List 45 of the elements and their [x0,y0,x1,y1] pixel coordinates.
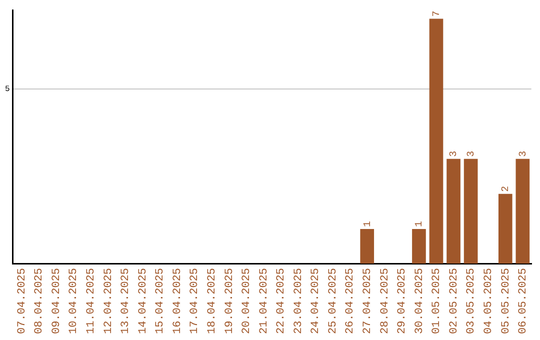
x-tick-label: 10.04.2025 [68,268,80,334]
x-tick-label: 12.04.2025 [102,268,115,334]
bar [360,228,374,264]
x-tick-label: 02.05.2025 [448,268,460,334]
x-tick-label: 23.04.2025 [292,268,305,334]
x-tick-label: 01.05.2025 [431,268,444,334]
x-tick-label: 29.04.2025 [396,268,409,334]
x-tick-label: 17.04.2025 [189,268,202,334]
bar [498,194,512,264]
x-tick-label: 19.04.2025 [224,268,236,334]
x-tick-label: 03.05.2025 [466,268,478,334]
bar [412,228,426,264]
data-label: 7 [432,10,443,17]
data-label: 1 [362,220,374,227]
x-tick-label: 30.04.2025 [414,268,426,334]
x-tick-label: 13.04.2025 [120,268,132,334]
bar [464,158,478,264]
x-tick-label: 06.05.2025 [518,268,530,334]
x-tick-label: 26.04.2025 [344,268,357,334]
data-label: 3 [466,150,478,157]
bar [446,158,460,264]
data-label: 1 [414,220,426,227]
x-tick-label: 08.04.2025 [34,268,46,334]
data-label: 2 [501,186,512,192]
x-tick-label: 18.04.2025 [206,268,218,334]
x-tick-label: 07.04.2025 [16,268,28,334]
x-tick-label: 15.04.2025 [154,268,167,334]
x-tick-label: 05.05.2025 [500,268,512,334]
x-tick-label: 21.04.2025 [258,268,270,334]
y-tick-label: 5 [4,84,10,94]
x-tick-label: 24.04.2025 [310,268,322,334]
x-tick-label: 14.04.2025 [137,268,150,334]
x-tick-label: 04.05.2025 [483,268,496,334]
data-label: 3 [449,150,460,157]
x-tick-label: 11.04.2025 [85,268,98,334]
x-tick-label: 27.04.2025 [362,268,374,334]
x-tick-label: 28.04.2025 [379,268,392,334]
data-label: 3 [518,150,530,157]
bar [516,158,530,264]
x-tick-label: 25.04.2025 [327,268,340,334]
bar [429,18,444,264]
x-tick-label: 09.04.2025 [50,268,63,334]
x-tick-label: 22.04.2025 [276,268,288,334]
x-tick-label: 20.04.2025 [241,268,254,334]
x-tick-label: 16.04.2025 [172,268,184,334]
